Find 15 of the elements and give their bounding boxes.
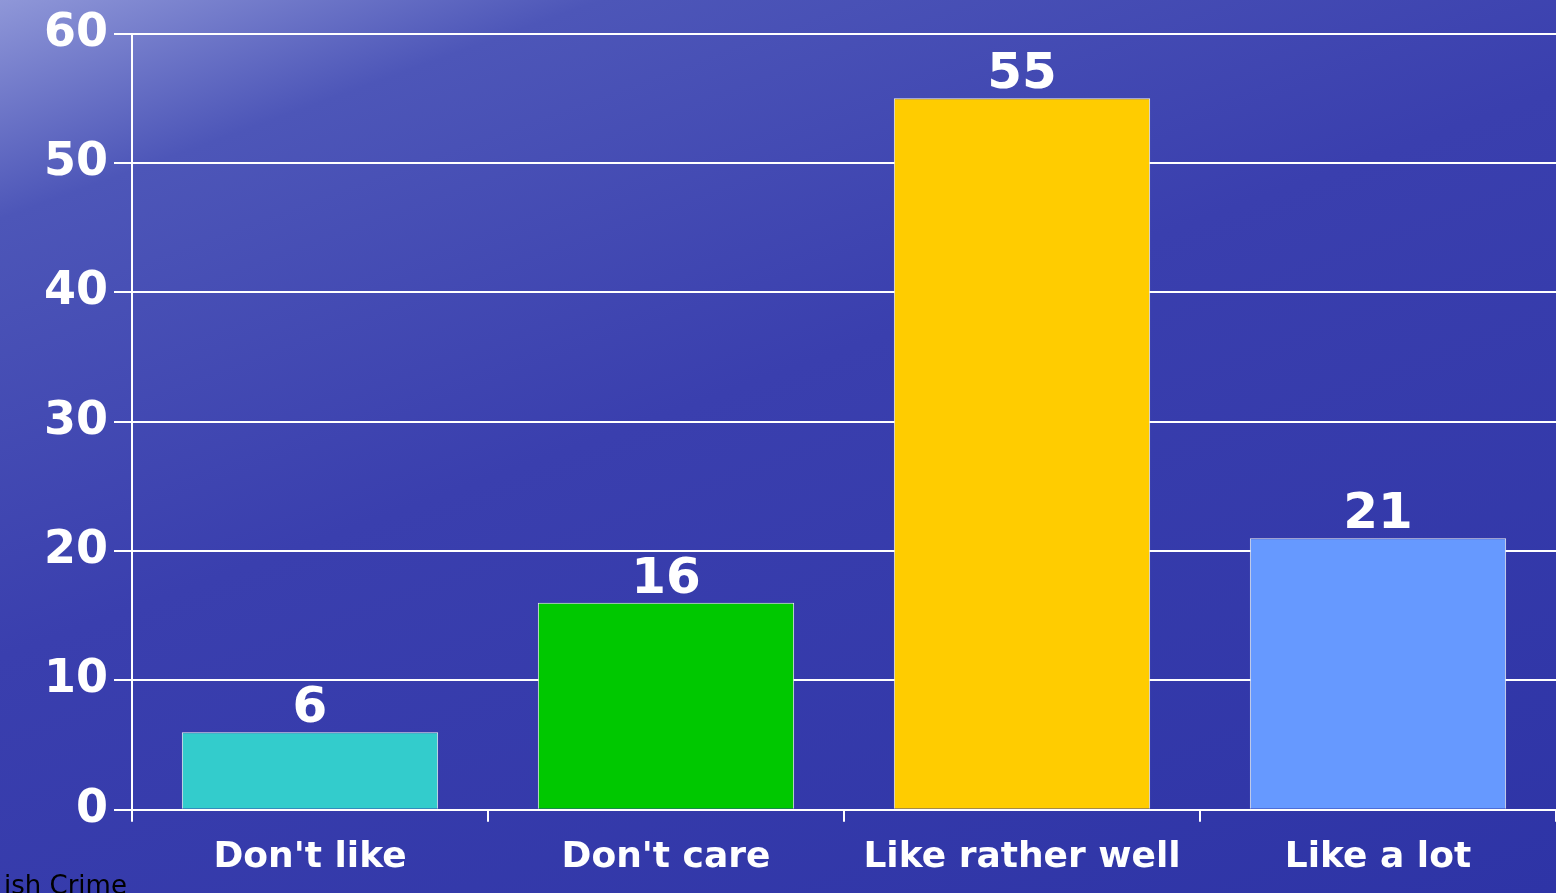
y-tick-label: 20 [43,520,108,575]
y-tick-label: 40 [43,261,108,316]
x-tick-label: Like rather well [863,833,1181,875]
y-tick-label: 50 [43,131,108,186]
data-label: 16 [631,546,701,605]
y-tick-label: 0 [75,778,108,833]
data-label: 21 [1343,482,1413,541]
y-tick-label: 10 [43,649,108,704]
x-tick-label: Like a lot [1284,833,1472,875]
data-label: 6 [292,676,328,735]
x-tick-label: Don't like [213,833,407,875]
y-tick-label: 30 [43,390,108,445]
y-tick-label: 60 [43,2,108,57]
x-tick-label: Don't care [561,833,771,875]
data-label: 55 [987,42,1057,101]
